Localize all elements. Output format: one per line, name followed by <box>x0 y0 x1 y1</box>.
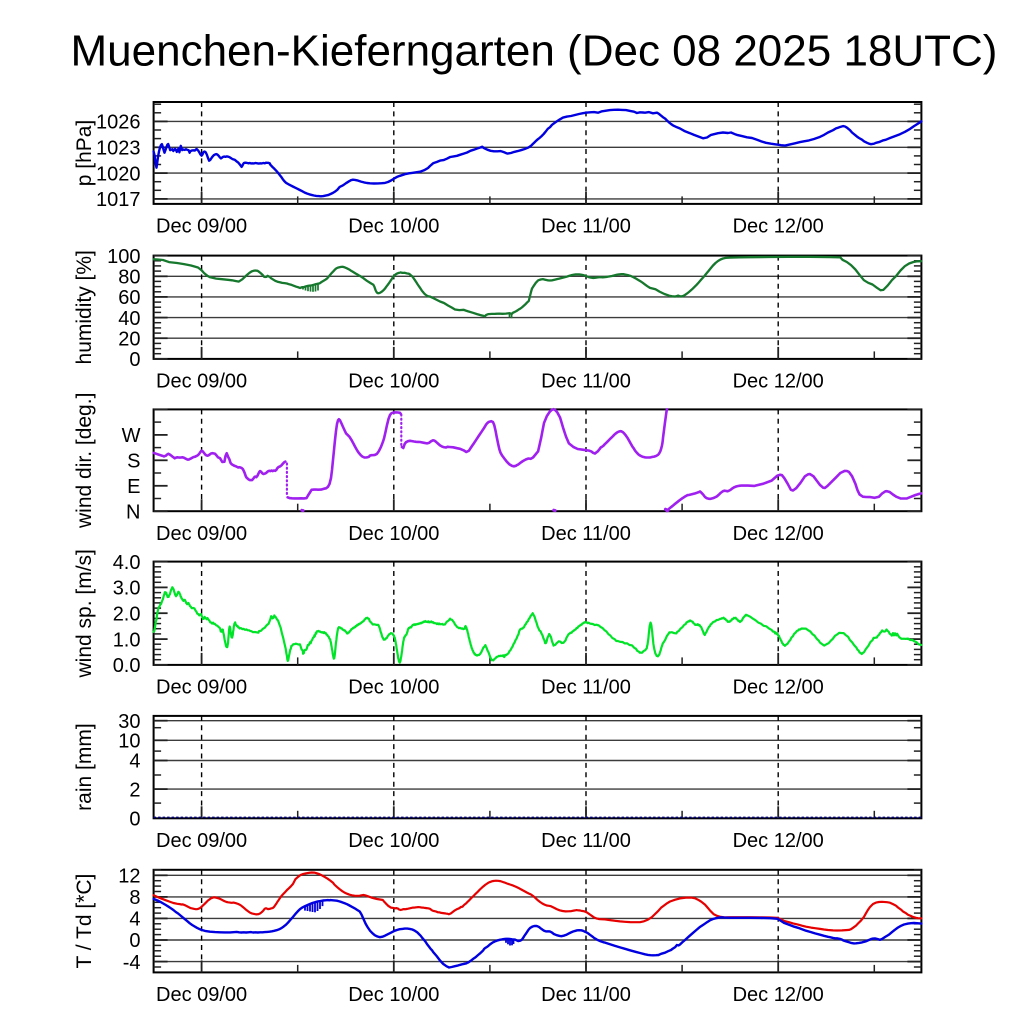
svg-text:p [hPa]: p [hPa] <box>73 120 96 187</box>
svg-text:Dec 09/00: Dec 09/00 <box>156 677 247 699</box>
svg-text:4.0: 4.0 <box>113 552 141 574</box>
svg-text:E: E <box>127 476 140 498</box>
svg-text:40: 40 <box>118 308 140 330</box>
svg-text:Dec 12/00: Dec 12/00 <box>733 830 824 852</box>
svg-text:Dec 12/00: Dec 12/00 <box>733 984 824 1006</box>
svg-text:Dec 12/00: Dec 12/00 <box>733 216 824 238</box>
svg-text:0: 0 <box>129 930 140 952</box>
svg-text:Dec 09/00: Dec 09/00 <box>156 371 247 393</box>
svg-text:-4: -4 <box>123 952 141 974</box>
svg-text:Dec 10/00: Dec 10/00 <box>348 677 439 699</box>
svg-text:0: 0 <box>129 809 140 831</box>
svg-text:rain [mm]: rain [mm] <box>73 723 96 811</box>
svg-text:30: 30 <box>118 711 140 733</box>
svg-text:Dec 10/00: Dec 10/00 <box>348 984 439 1006</box>
svg-text:0.0: 0.0 <box>113 655 141 677</box>
svg-text:Dec 10/00: Dec 10/00 <box>348 371 439 393</box>
svg-text:Dec 09/00: Dec 09/00 <box>156 984 247 1006</box>
svg-text:Dec 09/00: Dec 09/00 <box>156 216 247 238</box>
svg-text:Dec 09/00: Dec 09/00 <box>156 523 247 545</box>
svg-text:100: 100 <box>107 246 140 268</box>
svg-text:1017: 1017 <box>96 189 141 211</box>
svg-text:80: 80 <box>118 267 140 289</box>
svg-text:Dec 10/00: Dec 10/00 <box>348 216 439 238</box>
svg-text:S: S <box>127 451 140 473</box>
svg-text:Dec 12/00: Dec 12/00 <box>733 523 824 545</box>
svg-text:1.0: 1.0 <box>113 629 141 651</box>
svg-text:1020: 1020 <box>96 163 141 185</box>
svg-text:8: 8 <box>129 887 140 909</box>
svg-text:Dec 11/00: Dec 11/00 <box>541 371 631 393</box>
svg-text:3.0: 3.0 <box>113 578 141 600</box>
svg-text:Dec 12/00: Dec 12/00 <box>733 677 824 699</box>
svg-text:12: 12 <box>118 866 140 888</box>
svg-text:wind dir. [deg.]: wind dir. [deg.] <box>73 393 96 529</box>
svg-text:Dec 11/00: Dec 11/00 <box>541 677 631 699</box>
svg-text:0: 0 <box>129 349 140 371</box>
svg-text:Dec 09/00: Dec 09/00 <box>156 830 247 852</box>
svg-text:1026: 1026 <box>96 112 141 134</box>
svg-text:2.0: 2.0 <box>113 604 141 626</box>
svg-text:4: 4 <box>129 909 140 931</box>
svg-text:Dec 11/00: Dec 11/00 <box>541 830 631 852</box>
svg-text:Dec 10/00: Dec 10/00 <box>348 830 439 852</box>
svg-text:1023: 1023 <box>96 138 141 160</box>
svg-text:20: 20 <box>118 328 140 350</box>
svg-text:wind sp. [m/s]: wind sp. [m/s] <box>73 549 96 678</box>
svg-text:Dec 10/00: Dec 10/00 <box>348 523 439 545</box>
svg-text:T / Td [*C]: T / Td [*C] <box>73 874 96 969</box>
svg-text:Dec 11/00: Dec 11/00 <box>541 216 631 238</box>
svg-text:Muenchen-Kieferngarten (Dec 08: Muenchen-Kieferngarten (Dec 08 2025 18UT… <box>71 26 998 75</box>
svg-text:2: 2 <box>129 779 140 801</box>
svg-text:W: W <box>122 425 141 447</box>
svg-text:10: 10 <box>118 731 140 753</box>
svg-text:N: N <box>126 501 140 523</box>
svg-text:Dec 11/00: Dec 11/00 <box>541 523 631 545</box>
svg-text:Dec 12/00: Dec 12/00 <box>733 371 824 393</box>
svg-text:Dec 11/00: Dec 11/00 <box>541 984 631 1006</box>
svg-text:4: 4 <box>129 751 140 773</box>
svg-text:60: 60 <box>118 287 140 309</box>
svg-text:humidity [%]: humidity [%] <box>73 250 96 364</box>
